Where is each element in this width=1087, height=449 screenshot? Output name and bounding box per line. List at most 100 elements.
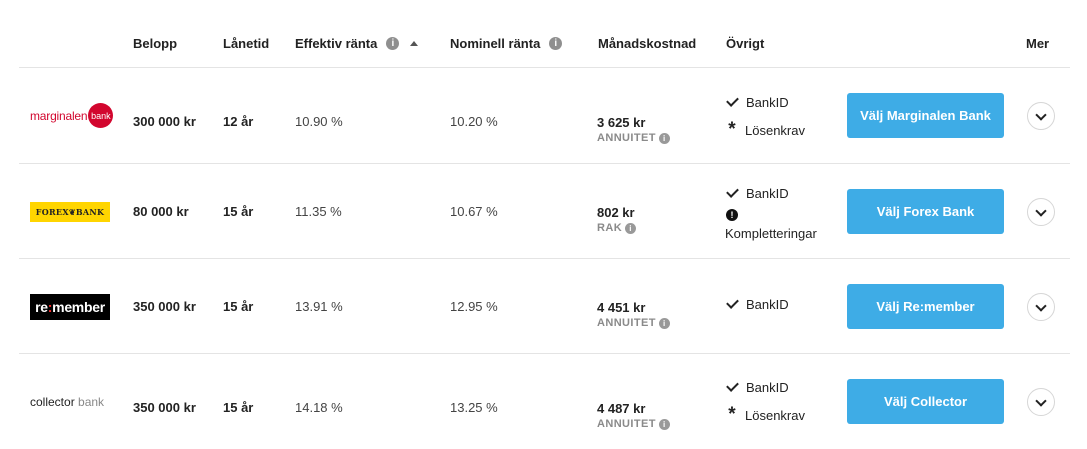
misc-item-bankid: BankID <box>725 378 805 396</box>
misc-list: BankID ! Kompletteringar <box>725 184 817 242</box>
term-value: 15 år <box>223 299 254 314</box>
logo-text: FOREX❦BANK <box>30 201 110 222</box>
choose-bank-button[interactable]: Välj Re:member <box>847 284 1004 329</box>
amount-value: 300 000 kr <box>133 114 196 129</box>
misc-list: BankID * Lösenkrav <box>725 378 805 424</box>
logo-text-accent: : <box>47 298 53 315</box>
logo-text-suffix: bank <box>78 394 105 409</box>
expand-row-button[interactable] <box>1027 388 1055 416</box>
monthly-cost: 4 451 kr ANNUITET i <box>597 300 670 329</box>
table-header: Belopp Lånetid Effektiv ränta i Nominell… <box>0 0 1087 68</box>
logo-text-suffix: member <box>52 298 105 315</box>
table-row: marginalen bank 300 000 kr 12 år 10.90 %… <box>19 67 1070 163</box>
nominal-rate-value: 13.25 % <box>450 400 498 415</box>
monthly-cost-value: 3 625 kr <box>597 115 646 130</box>
effective-rate-value: 11.35 % <box>295 204 342 219</box>
table-row: re: member 350 000 kr 15 år 13.91 % 12.95… <box>19 258 1070 354</box>
chevron-down-icon <box>1035 394 1047 407</box>
check-icon <box>726 185 739 198</box>
header-term: Lånetid <box>223 36 269 51</box>
misc-item-warning: ! <box>725 206 817 224</box>
nominal-rate-value: 12.95 % <box>450 299 498 314</box>
loan-type: RAK i <box>597 222 637 234</box>
header-term-label: Lånetid <box>223 36 270 51</box>
logo-text-main: collector <box>30 394 75 409</box>
header-misc-label: Övrigt <box>726 36 765 51</box>
logo-text-prefix: re <box>35 298 48 315</box>
loan-type-label: RAK <box>597 222 623 234</box>
header-monthly-cost-label: Månadskostnad <box>598 36 697 51</box>
misc-list: BankID * Lösenkrav <box>725 93 805 139</box>
header-misc: Övrigt <box>726 36 764 51</box>
info-icon[interactable]: i <box>658 418 670 430</box>
bank-logo-forex: FOREX❦BANK <box>30 164 110 259</box>
misc-item-password: * Lösenkrav <box>725 404 805 425</box>
choose-bank-button[interactable]: Välj Collector <box>847 379 1004 424</box>
expand-row-button[interactable] <box>1027 102 1055 130</box>
header-more-label: Mer <box>1026 36 1050 51</box>
amount-value: 350 000 kr <box>133 299 196 314</box>
misc-item-bankid: BankID <box>725 93 805 111</box>
header-nominal-rate-label: Nominell ränta <box>450 36 541 51</box>
misc-item-password: * Lösenkrav <box>725 119 805 140</box>
nominal-rate-value: 10.20 % <box>450 114 498 129</box>
table-row: collector bank 350 000 kr 15 år 14.18 % … <box>19 353 1070 449</box>
misc-item-label: BankID <box>746 94 789 110</box>
loan-type-label: ANNUITET <box>597 132 656 144</box>
misc-item-bankid: BankID <box>725 295 789 313</box>
term-value: 15 år <box>223 204 254 219</box>
monthly-cost-value: 4 487 kr <box>597 401 646 416</box>
expand-row-button[interactable] <box>1027 293 1055 321</box>
bank-logo-remember: re: member <box>30 259 110 354</box>
loan-type-label: ANNUITET <box>597 418 656 430</box>
logo-text: re: member <box>30 293 110 320</box>
info-icon[interactable]: i <box>549 37 563 50</box>
info-icon[interactable]: i <box>658 317 670 329</box>
effective-rate-value: 10.90 % <box>295 114 343 129</box>
header-nominal-rate: Nominell ränta i <box>450 36 563 51</box>
check-icon <box>726 296 739 309</box>
monthly-cost: 802 kr RAK i <box>597 205 637 234</box>
expand-row-button[interactable] <box>1027 198 1055 226</box>
chevron-down-icon <box>1035 204 1047 217</box>
effective-rate-value: 14.18 % <box>295 400 343 415</box>
misc-item-label: Kompletteringar <box>725 225 817 241</box>
misc-item-label: BankID <box>746 379 789 395</box>
logo-text: collector bank <box>30 395 104 409</box>
sort-ascending-icon[interactable] <box>410 41 419 46</box>
header-effective-rate-label[interactable]: Effektiv ränta <box>295 36 378 51</box>
bank-logo-marginalen: marginalen bank <box>30 68 114 163</box>
misc-item-label: BankID <box>746 185 789 201</box>
logo-badge: bank <box>88 103 114 128</box>
misc-item-bankid: BankID <box>725 184 817 202</box>
misc-item-label: Lösenkrav <box>745 122 805 138</box>
bank-logo-collector: collector bank <box>30 354 104 449</box>
info-icon[interactable]: i <box>658 132 670 144</box>
choose-bank-button[interactable]: Välj Forex Bank <box>847 189 1004 234</box>
logo-text: marginalen <box>30 108 88 123</box>
amount-value: 350 000 kr <box>133 400 196 415</box>
amount-value: 80 000 kr <box>133 204 189 219</box>
info-icon[interactable]: i <box>386 37 400 50</box>
table-row: FOREX❦BANK 80 000 kr 15 år 11.35 % 10.67… <box>19 163 1070 259</box>
misc-item-label: BankID <box>746 296 789 312</box>
term-value: 12 år <box>223 114 254 129</box>
chevron-down-icon <box>1035 299 1047 312</box>
info-icon[interactable]: i <box>625 222 637 234</box>
header-effective-rate[interactable]: Effektiv ränta i <box>295 36 419 51</box>
choose-bank-button[interactable]: Välj Marginalen Bank <box>847 93 1004 138</box>
monthly-cost: 3 625 kr ANNUITET i <box>597 115 670 144</box>
loan-type: ANNUITET i <box>597 132 670 144</box>
misc-item-label: Lösenkrav <box>745 407 805 423</box>
monthly-cost-value: 4 451 kr <box>597 300 646 315</box>
asterisk-icon: * <box>728 119 736 140</box>
header-more: Mer <box>1026 36 1049 51</box>
exclamation-circle-icon: ! <box>726 209 738 221</box>
monthly-cost-value: 802 kr <box>597 205 635 220</box>
effective-rate-value: 13.91 % <box>295 299 343 314</box>
loan-type: ANNUITET i <box>597 317 670 329</box>
header-amount: Belopp <box>133 36 177 51</box>
asterisk-icon: * <box>728 404 736 425</box>
monthly-cost: 4 487 kr ANNUITET i <box>597 401 670 430</box>
header-monthly-cost: Månadskostnad <box>598 36 696 51</box>
